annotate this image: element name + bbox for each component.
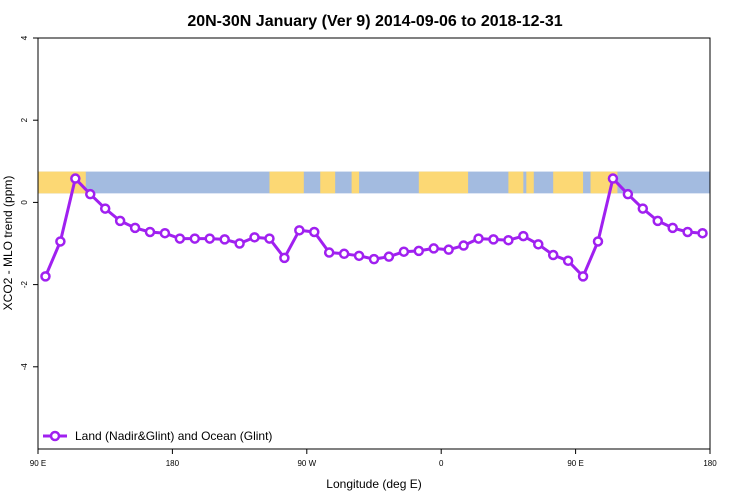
- data-point: [533, 239, 544, 250]
- data-point: [562, 255, 574, 267]
- map-ocean: [38, 171, 710, 194]
- x-tick-label: 90 E: [567, 459, 583, 468]
- map-land: [269, 171, 304, 194]
- data-point: [294, 225, 305, 236]
- data-point: [40, 271, 51, 282]
- data-point: [667, 222, 678, 234]
- data-point: [413, 245, 425, 257]
- data-point: [518, 230, 529, 242]
- data-point: [55, 236, 66, 247]
- data-point: [458, 240, 469, 251]
- data-point: [174, 233, 186, 244]
- data-point: [279, 252, 290, 264]
- x-tick-label: 90 W: [297, 459, 316, 468]
- legend: Land (Nadir&Glint) and Ocean (Glint): [43, 429, 272, 443]
- data-point: [70, 173, 81, 184]
- data-point: [652, 215, 663, 227]
- data-point: [144, 226, 156, 238]
- x-tick-label: 180: [703, 459, 717, 468]
- data-point: [85, 188, 96, 200]
- y-tick-label: 2: [20, 117, 29, 122]
- series-layer: [40, 173, 708, 282]
- data-point: [592, 236, 604, 247]
- y-axis-ticks: -4 -2 0 2 4: [20, 35, 38, 370]
- data-point: [249, 232, 260, 243]
- data-point: [547, 249, 559, 261]
- x-axis-ticks: 90 E 180 90 W 0 90 E 180: [30, 449, 717, 468]
- y-tick-label: 4: [20, 35, 29, 40]
- x-axis-label: Longitude (deg E): [326, 477, 421, 491]
- data-point: [219, 234, 230, 245]
- chart-title: 20N-30N January (Ver 9) 2014-09-06 to 20…: [187, 13, 562, 30]
- map-land: [418, 171, 469, 194]
- data-point: [129, 222, 141, 234]
- data-point: [637, 203, 649, 214]
- legend-marker-swatch: [49, 430, 61, 442]
- map-land: [351, 171, 360, 194]
- data-point: [204, 233, 215, 244]
- data-point: [383, 251, 395, 262]
- data-point: [368, 253, 380, 265]
- legend-entry: Land (Nadir&Glint) and Ocean (Glint): [75, 429, 272, 443]
- data-point: [428, 243, 439, 254]
- data-point: [338, 248, 350, 260]
- map-land: [526, 171, 534, 194]
- x-tick-label: 90 E: [30, 459, 46, 468]
- data-point: [697, 227, 708, 239]
- map-land: [508, 171, 524, 194]
- data-point: [607, 173, 619, 184]
- data-point: [443, 244, 454, 255]
- data-point: [309, 226, 320, 238]
- data-point: [114, 215, 126, 227]
- y-tick-label: -2: [20, 280, 29, 288]
- data-point: [323, 247, 335, 258]
- data-point: [189, 233, 201, 244]
- plot-frame: [37, 37, 711, 450]
- data-point: [264, 233, 275, 244]
- map-land: [553, 171, 584, 194]
- map-land: [320, 171, 336, 194]
- data-point: [577, 271, 589, 282]
- y-axis-label: XCO2 - MLO trend (ppm): [1, 176, 15, 311]
- data-point: [234, 238, 245, 249]
- data-point: [473, 233, 484, 244]
- y-tick-label: -4: [20, 363, 29, 371]
- data-point: [682, 226, 693, 238]
- data-point: [159, 227, 171, 239]
- data-point: [622, 188, 634, 200]
- data-point: [488, 234, 499, 245]
- data-point: [353, 250, 365, 262]
- data-point: [99, 203, 111, 214]
- x-tick-label: 0: [439, 459, 444, 468]
- data-point: [398, 246, 410, 257]
- x-tick-label: 180: [166, 459, 180, 468]
- y-tick-label: 0: [20, 200, 29, 205]
- data-point: [503, 234, 514, 246]
